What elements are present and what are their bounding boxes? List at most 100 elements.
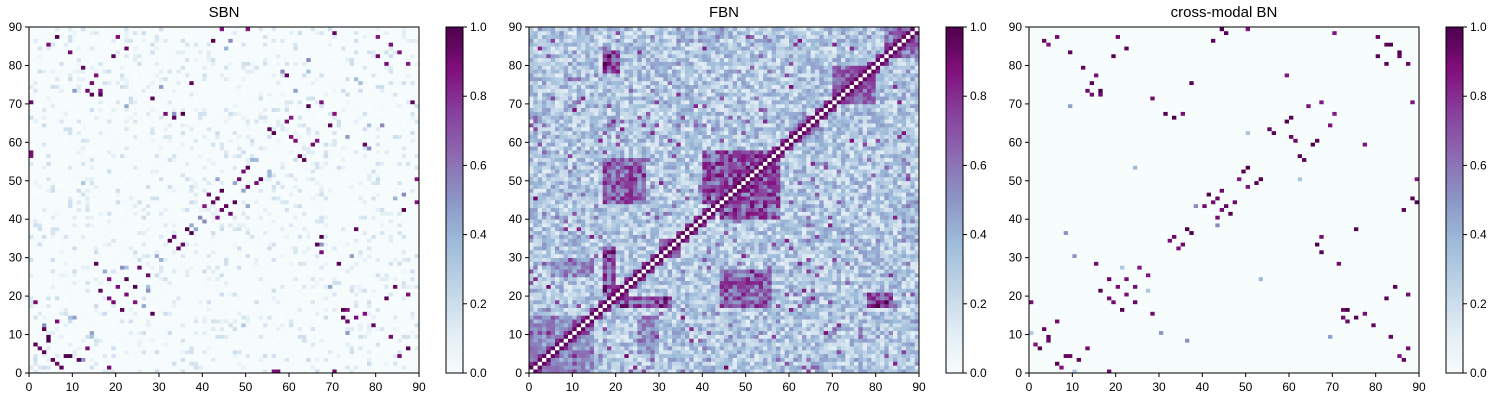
heatmap-cell bbox=[189, 342, 194, 346]
heatmap-cell bbox=[81, 296, 86, 300]
heatmap-cell bbox=[315, 262, 320, 266]
heatmap-cell bbox=[302, 173, 307, 177]
heatmap-cell bbox=[363, 281, 368, 285]
heatmap-cell bbox=[103, 338, 108, 342]
heatmap-cell bbox=[137, 296, 142, 300]
heatmap-cell bbox=[263, 219, 268, 223]
heatmap-cell bbox=[397, 304, 402, 308]
heatmap-cell bbox=[315, 358, 320, 362]
heatmap-cell bbox=[176, 188, 181, 192]
heatmap-cell bbox=[42, 304, 47, 308]
heatmap-cell bbox=[358, 181, 363, 185]
heatmap-cell bbox=[176, 223, 181, 227]
heatmap-cell bbox=[246, 212, 251, 216]
heatmap-cell bbox=[172, 273, 177, 277]
heatmap-cell bbox=[29, 308, 34, 312]
heatmap-cell bbox=[137, 162, 142, 166]
heatmap-cell bbox=[176, 204, 181, 208]
heatmap-cell bbox=[302, 258, 307, 262]
heatmap-cell bbox=[397, 288, 402, 292]
heatmap-cell bbox=[298, 185, 303, 189]
heatmap-cell bbox=[150, 185, 155, 189]
heatmap-cell bbox=[267, 242, 272, 246]
heatmap-cell bbox=[142, 242, 147, 246]
heatmap-cell bbox=[116, 238, 121, 242]
heatmap-cell bbox=[285, 212, 290, 216]
heatmap-cell bbox=[198, 285, 203, 289]
heatmap-cell bbox=[98, 181, 103, 185]
heatmap-cell bbox=[120, 315, 125, 319]
heatmap-cell bbox=[410, 262, 415, 266]
heatmap-cell bbox=[220, 296, 225, 300]
heatmap-cell bbox=[172, 196, 177, 200]
heatmap-cell bbox=[250, 354, 255, 358]
heatmap-cell bbox=[159, 365, 164, 369]
heatmap-cell bbox=[345, 365, 350, 369]
heatmap-cell bbox=[332, 200, 337, 204]
heatmap-cell bbox=[358, 281, 363, 285]
heatmap-cell bbox=[29, 254, 34, 258]
heatmap-cell bbox=[42, 342, 47, 346]
heatmap-cell bbox=[163, 304, 168, 308]
heatmap-cell bbox=[98, 212, 103, 216]
heatmap-cell bbox=[354, 300, 359, 304]
heatmap-cell bbox=[94, 262, 99, 266]
heatmap-cell bbox=[185, 335, 190, 339]
heatmap-cell bbox=[228, 346, 233, 350]
heatmap-cell bbox=[77, 311, 82, 315]
heatmap-cell bbox=[163, 265, 168, 269]
heatmap-cell bbox=[371, 315, 376, 319]
heatmap-cell bbox=[116, 165, 121, 169]
heatmap-cell bbox=[116, 227, 121, 231]
heatmap-cell bbox=[111, 162, 116, 166]
heatmap-cell bbox=[276, 277, 281, 281]
heatmap-cell bbox=[410, 292, 415, 296]
heatmap-cell bbox=[315, 165, 320, 169]
heatmap-cell bbox=[142, 319, 147, 323]
heatmap-cell bbox=[98, 296, 103, 300]
heatmap-cell bbox=[98, 196, 103, 200]
heatmap-cell bbox=[124, 265, 129, 269]
heatmap-cell bbox=[324, 238, 329, 242]
heatmap-cell bbox=[116, 319, 121, 323]
heatmap-cell bbox=[90, 265, 95, 269]
heatmap-cell bbox=[103, 212, 108, 216]
heatmap-cell bbox=[337, 254, 342, 258]
heatmap-cell bbox=[380, 200, 385, 204]
heatmap-cell bbox=[332, 311, 337, 315]
heatmap-cell bbox=[202, 346, 207, 350]
heatmap-cell bbox=[397, 315, 402, 319]
heatmap-cell bbox=[163, 192, 168, 196]
heatmap-cell bbox=[189, 181, 194, 185]
heatmap-cell bbox=[389, 338, 394, 342]
heatmap-cell bbox=[120, 308, 125, 312]
heatmap-cell bbox=[376, 346, 381, 350]
heatmap-cell bbox=[397, 254, 402, 258]
heatmap-cell bbox=[367, 262, 372, 266]
heatmap-cell bbox=[324, 231, 329, 235]
heatmap-cell bbox=[94, 265, 99, 269]
heatmap-cell bbox=[116, 162, 121, 166]
heatmap-cell bbox=[220, 323, 225, 327]
heatmap-cell bbox=[350, 215, 355, 219]
heatmap-cell bbox=[181, 308, 186, 312]
heatmap-cell bbox=[324, 350, 329, 354]
heatmap-cell bbox=[189, 365, 194, 369]
heatmap-cell bbox=[306, 358, 311, 362]
heatmap-cell bbox=[267, 361, 272, 365]
heatmap-cell bbox=[29, 208, 34, 212]
heatmap-cell bbox=[107, 204, 112, 208]
heatmap-cell bbox=[293, 212, 298, 216]
heatmap-cell bbox=[259, 350, 264, 354]
heatmap-cell bbox=[267, 358, 272, 362]
heatmap-cell bbox=[337, 204, 342, 208]
heatmap-cell bbox=[332, 285, 337, 289]
heatmap-cell bbox=[250, 185, 255, 189]
heatmap-cell bbox=[29, 158, 34, 162]
heatmap-cell bbox=[341, 296, 346, 300]
heatmap-cell bbox=[189, 285, 194, 289]
heatmap-cell bbox=[111, 200, 116, 204]
heatmap-cell bbox=[150, 265, 155, 269]
heatmap-cell bbox=[341, 304, 346, 308]
heatmap-cell bbox=[371, 185, 376, 189]
